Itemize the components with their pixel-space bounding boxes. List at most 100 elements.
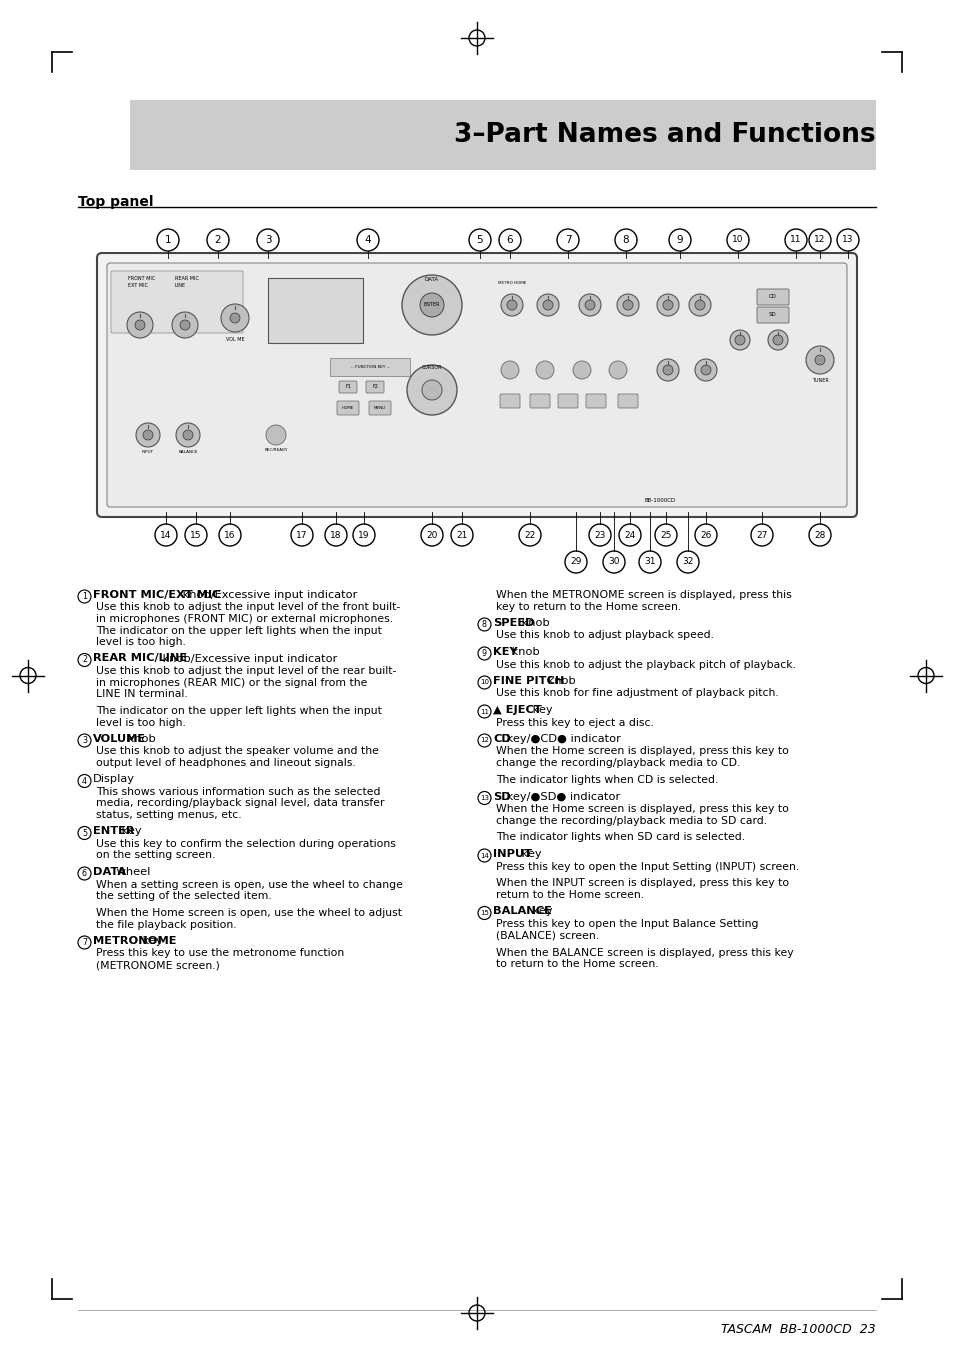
Text: Use this key to confirm the selection during operations: Use this key to confirm the selection du… [96,839,395,848]
Text: BB-1000CD: BB-1000CD [643,497,675,503]
Text: TUNER: TUNER [811,378,827,382]
Text: 7: 7 [82,938,87,947]
Circle shape [622,300,633,309]
Circle shape [657,359,679,381]
Circle shape [500,295,522,316]
Text: knob: knob [517,617,550,628]
FancyBboxPatch shape [369,401,391,415]
Text: ▲ EJECT: ▲ EJECT [493,705,541,715]
Circle shape [657,295,679,316]
Circle shape [221,304,249,332]
Circle shape [136,423,160,447]
Text: 12: 12 [479,738,489,743]
Text: 15: 15 [479,911,489,916]
Text: key: key [517,848,541,859]
Text: 4: 4 [82,777,87,785]
Text: The indicator on the upper left lights when the input: The indicator on the upper left lights w… [96,626,381,635]
Circle shape [608,361,626,380]
Text: 26: 26 [700,531,711,539]
Text: in microphones (FRONT MIC) or external microphones.: in microphones (FRONT MIC) or external m… [96,613,393,624]
Text: Use this knob to adjust the speaker volume and the: Use this knob to adjust the speaker volu… [96,747,378,757]
Circle shape [662,365,672,376]
Text: 7: 7 [564,235,571,245]
Text: 17: 17 [296,531,308,539]
Text: BALANCE: BALANCE [178,450,197,454]
Text: knob: knob [543,676,575,686]
Text: FRONT MIC: FRONT MIC [128,276,155,281]
Text: 16: 16 [224,531,235,539]
Text: TASCAM  BB-1000CD  23: TASCAM BB-1000CD 23 [720,1323,875,1336]
Text: in microphones (REAR MIC) or the signal from the: in microphones (REAR MIC) or the signal … [96,677,367,688]
Text: 3: 3 [264,235,271,245]
Text: When the INPUT screen is displayed, press this key to: When the INPUT screen is displayed, pres… [496,878,788,889]
FancyBboxPatch shape [336,401,358,415]
Circle shape [688,295,710,316]
FancyBboxPatch shape [757,307,788,323]
Circle shape [421,380,441,400]
Text: key: key [118,827,142,836]
Text: 1: 1 [165,235,172,245]
Text: key: key [138,936,162,946]
Text: F2: F2 [372,385,377,389]
Text: CD: CD [493,734,511,744]
Text: 29: 29 [570,558,581,566]
Text: EXT MIC: EXT MIC [128,282,148,288]
Text: CD: CD [768,295,776,300]
Text: key to return to the Home screen.: key to return to the Home screen. [496,601,680,612]
Text: knob: knob [123,734,155,744]
Circle shape [767,330,787,350]
Circle shape [805,346,833,374]
Text: INPUT: INPUT [493,848,532,859]
FancyBboxPatch shape [530,394,550,408]
Circle shape [729,330,749,350]
FancyBboxPatch shape [97,253,856,517]
Text: 18: 18 [330,531,341,539]
Text: 13: 13 [479,794,489,801]
Text: F1: F1 [345,385,351,389]
Circle shape [135,320,145,330]
Circle shape [419,293,443,317]
FancyBboxPatch shape [757,289,788,305]
Text: 32: 32 [681,558,693,566]
Text: 20: 20 [426,531,437,539]
Text: 9: 9 [481,648,487,658]
Circle shape [172,312,198,338]
FancyBboxPatch shape [618,394,638,408]
Text: 11: 11 [479,708,489,715]
Text: Press this key to use the metronome function: Press this key to use the metronome func… [96,948,344,958]
Text: (METRONOME screen.): (METRONOME screen.) [96,961,219,970]
Text: DATA: DATA [92,867,126,877]
Text: knob/Excessive input indicator: knob/Excessive input indicator [179,590,357,600]
Text: 31: 31 [643,558,655,566]
Text: LINE: LINE [174,282,186,288]
Text: MENU: MENU [374,407,386,409]
Circle shape [230,313,240,323]
Text: Use this knob to adjust the playback pitch of playback.: Use this knob to adjust the playback pit… [496,659,795,670]
Text: The indicator on the upper left lights when the input: The indicator on the upper left lights w… [96,707,381,716]
Text: ENTER: ENTER [423,303,439,308]
Text: KEY: KEY [493,647,517,657]
Text: output level of headphones and lineout signals.: output level of headphones and lineout s… [96,758,355,767]
Text: key: key [528,705,552,715]
Text: Top panel: Top panel [78,195,153,209]
Text: 24: 24 [623,531,635,539]
Text: 14: 14 [479,852,489,858]
Text: 8: 8 [622,235,629,245]
Text: SPEED: SPEED [493,617,534,628]
Text: key: key [528,907,552,916]
Text: 11: 11 [789,235,801,245]
Text: 9: 9 [676,235,682,245]
Text: CURSOR: CURSOR [421,365,442,370]
Circle shape [536,361,554,380]
Circle shape [500,361,518,380]
Text: 8: 8 [481,620,486,630]
Circle shape [584,300,595,309]
Text: -- FUNCTION KEY --: -- FUNCTION KEY -- [351,365,389,369]
Text: FINE PITCH: FINE PITCH [493,676,563,686]
FancyBboxPatch shape [585,394,605,408]
Text: 1: 1 [82,592,87,601]
Text: VOL ME: VOL ME [226,336,244,342]
Text: Press this key to open the Input Setting (INPUT) screen.: Press this key to open the Input Setting… [496,862,799,871]
Text: REAR MIC: REAR MIC [174,276,198,281]
FancyBboxPatch shape [111,272,243,332]
